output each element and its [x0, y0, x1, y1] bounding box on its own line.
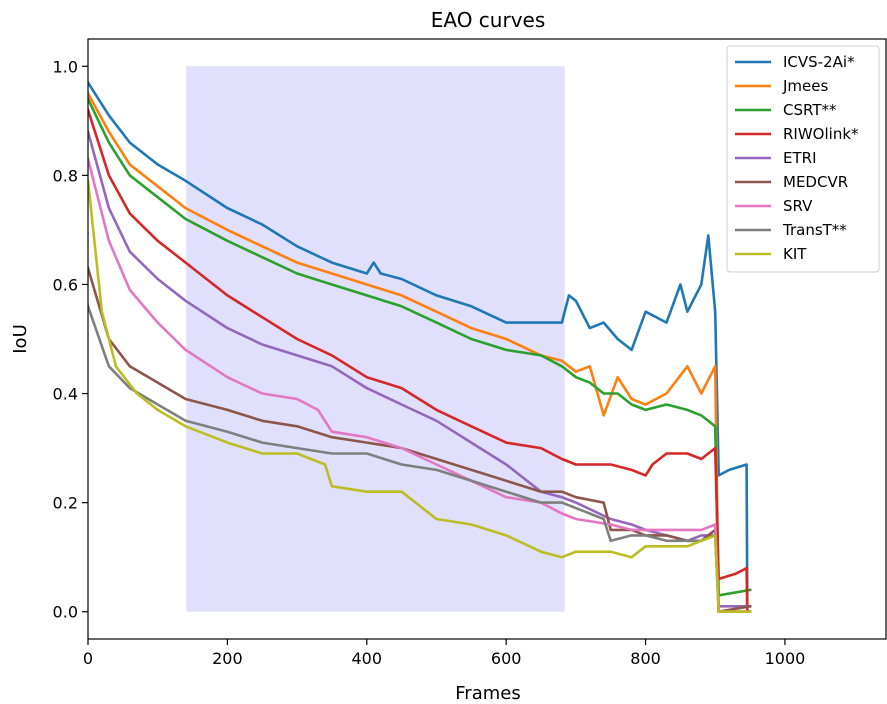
legend-label-0: ICVS-2Ai* — [783, 53, 855, 71]
series-line-0 — [88, 80, 752, 613]
y-tick-label: 0.6 — [53, 275, 78, 294]
series-line-1 — [88, 91, 752, 613]
legend-label-3: RIWOlink* — [783, 125, 859, 143]
x-tick-label: 1000 — [765, 649, 806, 668]
legend-label-5: MEDCVR — [783, 173, 848, 191]
axes-frame — [87, 38, 887, 640]
x-tick-label: 400 — [352, 649, 383, 668]
plot-area: 0 200 400 600 800 1000 0.0 0.2 0.4 0.6 0.8 1.0 — [53, 38, 887, 668]
x-tick-label: 200 — [212, 649, 243, 668]
series-line-8 — [88, 179, 752, 613]
y-tick-label: 0.4 — [53, 385, 78, 404]
legend-box — [726, 45, 880, 273]
y-tick-label: 0.2 — [53, 494, 78, 513]
y-tick-label: 0.8 — [53, 166, 78, 185]
legend-label-7: TransT** — [782, 221, 847, 239]
legend-label-1: Jmees — [782, 77, 828, 95]
chart-title: EAO curves — [431, 8, 546, 32]
series-line-5 — [88, 266, 752, 613]
x-axis-label: Frames — [455, 683, 520, 704]
legend-label-4: ETRI — [783, 149, 817, 167]
legend-label-8: KIT — [783, 245, 807, 263]
series-line-3 — [88, 108, 752, 613]
series-lines — [88, 80, 752, 613]
x-tick-label: 600 — [491, 649, 522, 668]
y-tick-label: 1.0 — [53, 57, 78, 76]
legend: ICVS-2Ai* Jmees CSRT** RIWOlink* ETRI MEDCVR S… — [726, 45, 880, 273]
legend-label-2: CSRT** — [783, 101, 837, 119]
legend-label-6: SRV — [783, 197, 813, 215]
x-tick-label: 800 — [630, 649, 661, 668]
y-tick-label: 0.0 — [53, 603, 78, 622]
x-tick-label: 0 — [83, 649, 93, 668]
series-line-2 — [88, 97, 752, 597]
series-line-7 — [88, 304, 752, 613]
y-axis-label: IoU — [10, 324, 31, 354]
